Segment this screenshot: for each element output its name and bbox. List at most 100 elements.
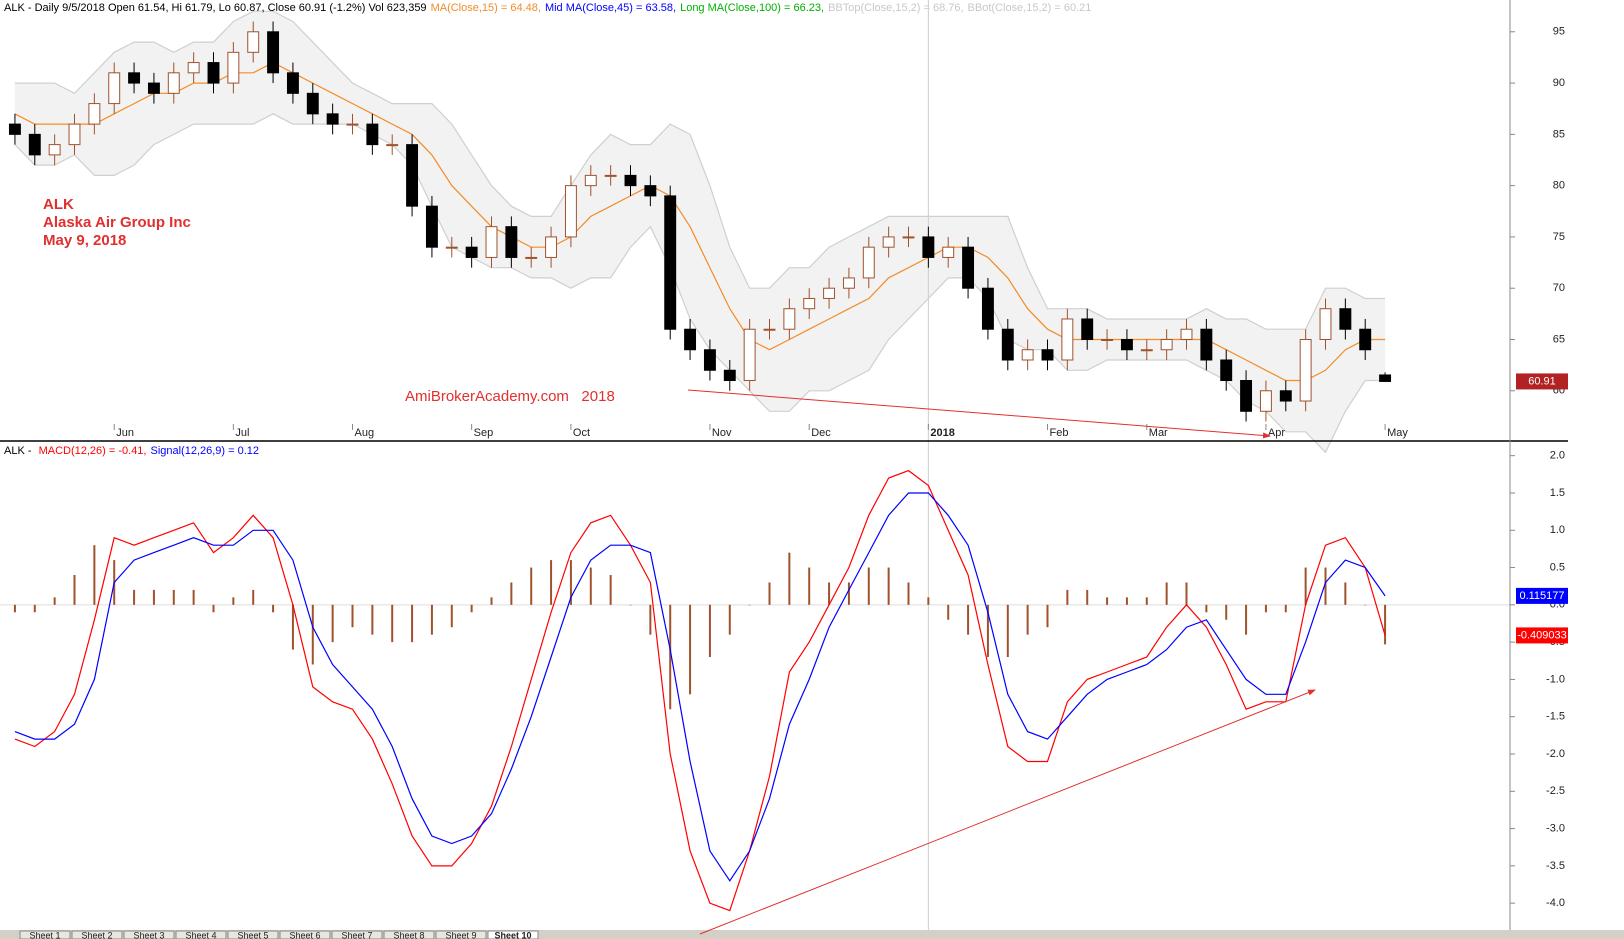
- candle-body: [406, 144, 419, 207]
- candle-body: [624, 174, 637, 187]
- histogram-bar: [1145, 597, 1148, 605]
- histogram-bar: [649, 604, 652, 635]
- x-tick-label: Jun: [116, 427, 134, 439]
- tab-strip: [0, 930, 1624, 939]
- candle-body: [48, 144, 61, 156]
- x-tick-label: Jul: [235, 427, 249, 439]
- histogram-bar: [1344, 582, 1347, 605]
- y-tick-label: -1.0: [1546, 673, 1565, 685]
- histogram-bar: [311, 604, 314, 665]
- candle-body: [68, 123, 81, 146]
- ma-line: [14, 61, 1386, 382]
- x-tick-label: Feb: [1050, 427, 1069, 439]
- histogram-bar: [291, 604, 294, 650]
- tab-label: Sheet 7: [341, 930, 372, 939]
- tab[interactable]: [123, 930, 175, 939]
- tab[interactable]: [175, 930, 227, 939]
- histogram-bar: [1046, 604, 1049, 628]
- candle-body: [545, 236, 558, 258]
- histogram-bar: [768, 582, 771, 605]
- bb-bottom-line: [14, 113, 1386, 454]
- histogram-bar: [1006, 604, 1009, 658]
- candle-body: [723, 369, 736, 382]
- x-tick-label: Aug: [355, 427, 375, 439]
- histogram-bar: [53, 597, 56, 605]
- histogram-bar: [788, 552, 791, 605]
- x-tick-label: May: [1387, 427, 1408, 439]
- candle-body: [1081, 318, 1094, 340]
- candle-body: [505, 226, 518, 258]
- macd-line: [14, 469, 1386, 912]
- header-item: Signal(12,26,9) = 0.12: [150, 445, 259, 457]
- header-item: Long MA(Close,100) = 66.23,: [680, 2, 824, 14]
- candle-body: [1180, 328, 1193, 340]
- histogram-bar: [1225, 604, 1228, 620]
- y-tick-label: -4.0: [1546, 897, 1565, 909]
- tab[interactable]: [227, 930, 279, 939]
- histogram-bar: [1185, 582, 1188, 605]
- histogram-bar: [1284, 604, 1287, 613]
- candle-body: [1240, 380, 1253, 412]
- histogram-bar: [411, 604, 414, 643]
- value-box-label: -0.409033: [1517, 629, 1567, 641]
- y-tick-label: 1.0: [1550, 524, 1565, 536]
- candle-body: [842, 277, 855, 289]
- tab[interactable]: [19, 930, 71, 939]
- tab[interactable]: [331, 930, 383, 939]
- candle-body: [207, 62, 220, 84]
- histogram-bar: [1205, 604, 1208, 613]
- histogram-bar: [272, 604, 275, 613]
- y-tick-label: 70: [1553, 282, 1565, 294]
- candle-body: [1041, 349, 1054, 361]
- histogram-bar: [1324, 567, 1327, 605]
- histogram-bar: [351, 604, 354, 628]
- candle-body: [465, 246, 478, 258]
- histogram-bar: [232, 597, 235, 605]
- y-tick-label: -3.0: [1546, 822, 1565, 834]
- candle-body: [366, 123, 379, 146]
- histogram-bar: [550, 560, 553, 605]
- histogram-bar: [1125, 597, 1128, 605]
- histogram-bar: [867, 567, 870, 605]
- x-tick-label: Sep: [474, 427, 494, 439]
- header-item: BBTop(Close,15,2) = 68.76,: [828, 2, 963, 14]
- histogram-bar: [907, 582, 910, 605]
- candle-body: [604, 174, 617, 177]
- y-tick-label: 2.0: [1550, 450, 1565, 462]
- histogram-bar: [609, 575, 612, 605]
- candle-body: [981, 287, 994, 330]
- histogram-bar: [728, 604, 731, 635]
- histogram-bar: [470, 604, 473, 613]
- tab[interactable]: [279, 930, 331, 939]
- tab[interactable]: [487, 930, 539, 939]
- candle-body: [525, 256, 538, 259]
- y-tick-label: 75: [1553, 231, 1565, 243]
- y-tick-label: 65: [1553, 333, 1565, 345]
- candle-body: [783, 308, 796, 330]
- candle-body: [1061, 318, 1074, 361]
- x-tick-label: Mar: [1149, 427, 1168, 439]
- candle-body: [306, 92, 319, 115]
- tab[interactable]: [383, 930, 435, 939]
- candle-body: [664, 195, 677, 330]
- header-item: BBot(Close,15,2) = 60.21: [968, 2, 1092, 14]
- tab[interactable]: [71, 930, 123, 939]
- candle-body: [267, 31, 280, 74]
- candle-body: [386, 144, 399, 147]
- candle-body: [1379, 374, 1392, 382]
- signal-line: [14, 492, 1386, 882]
- x-tick-label: Dec: [811, 427, 831, 439]
- tab[interactable]: [435, 930, 487, 939]
- candle-body: [962, 246, 975, 289]
- tab-label: Sheet 1: [29, 930, 60, 939]
- candle-body: [564, 185, 577, 238]
- trend-line: [687, 389, 1271, 439]
- candle-body: [88, 103, 101, 125]
- histogram-bar: [331, 604, 334, 643]
- histogram-bar: [967, 604, 970, 635]
- candle-body: [684, 328, 697, 351]
- candle-body: [803, 297, 816, 310]
- candle-body: [1359, 328, 1372, 351]
- histogram-bar: [1384, 604, 1387, 645]
